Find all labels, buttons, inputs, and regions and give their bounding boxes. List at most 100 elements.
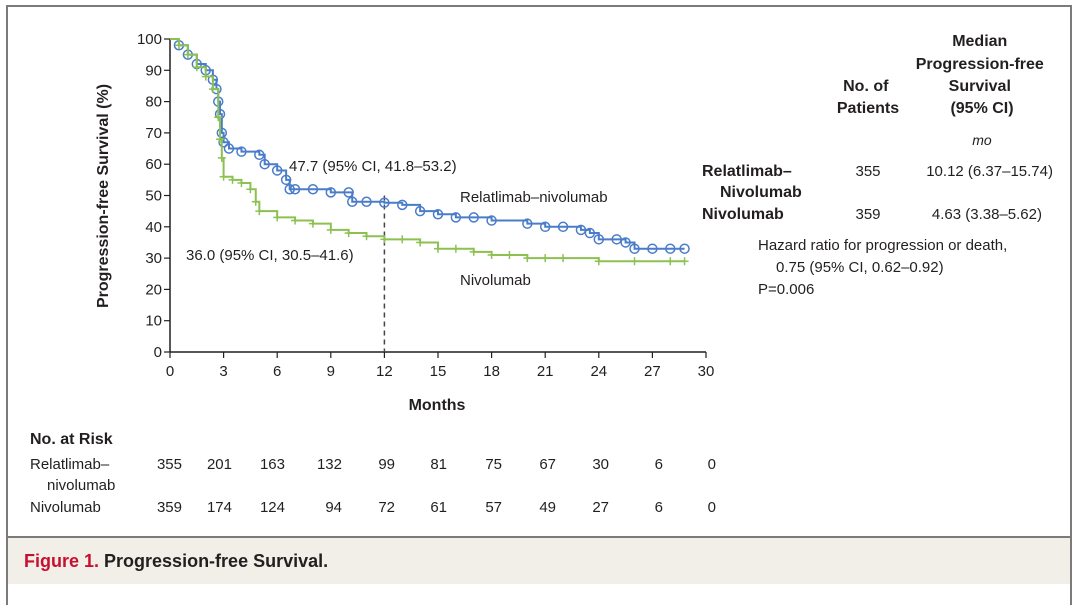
row-median-nivolumab: 4.63 (3.38–5.62) — [932, 206, 1042, 223]
y-tick-label: 50 — [145, 188, 162, 205]
censor-marker-circle — [584, 227, 596, 239]
risk-value: 49 — [539, 499, 556, 516]
censor-marker-circle — [557, 221, 569, 233]
censor-marker-plus — [362, 232, 371, 241]
y-tick-label: 0 — [154, 344, 162, 361]
censor-marker-plus — [251, 197, 260, 206]
censor-marker-plus — [237, 178, 246, 187]
row-patients-relatlimab: 355 — [855, 163, 880, 180]
censor-marker-circle — [522, 218, 533, 229]
censor-marker-plus — [523, 254, 532, 263]
censor-marker-circle — [575, 224, 587, 236]
censor-marker-circle — [346, 196, 358, 208]
censor-marker-plus — [255, 207, 264, 216]
censor-marker-plus — [505, 250, 514, 259]
x-tick-label: 3 — [219, 363, 227, 380]
x-tick-label: 18 — [483, 363, 500, 380]
censor-marker-circle — [432, 209, 444, 220]
y-tick-label: 90 — [145, 62, 162, 79]
risk-table: No. at Risk Relatlimab– nivolumab Nivolu… — [30, 431, 716, 516]
y-tick-label: 70 — [145, 125, 162, 142]
censor-marker-plus — [216, 135, 225, 144]
x-tick-label: 27 — [644, 363, 661, 380]
risk-value: 67 — [539, 456, 556, 473]
censor-marker-plus — [246, 185, 255, 194]
figure-frame — [6, 5, 1072, 605]
row-name-relatlimab: Relatlimab– Nivolumab — [702, 163, 802, 201]
censor-marker-circle — [259, 158, 270, 170]
risk-value: 124 — [260, 499, 285, 516]
risk-value: 57 — [485, 499, 502, 516]
censor-marker-circle — [450, 212, 462, 223]
x-tick-label: 24 — [590, 363, 607, 380]
y-tick-label: 40 — [145, 219, 162, 236]
censor-marker-plus — [183, 50, 192, 59]
risk-value: 99 — [378, 456, 395, 473]
risk-table-title: No. at Risk — [30, 431, 113, 448]
censor-marker-circle — [486, 215, 497, 226]
censor-marker-plus — [308, 219, 317, 228]
x-tick-label: 9 — [327, 363, 335, 380]
y-tick-label: 20 — [145, 281, 162, 298]
y-tick-label: 30 — [145, 250, 162, 267]
censor-marker-plus — [174, 41, 183, 50]
ci-label-nivolumab: 36.0 (95% CI, 30.5–41.6) — [186, 247, 354, 264]
censor-marker-circle — [629, 243, 640, 254]
x-tick-label: 15 — [430, 363, 447, 380]
censor-marker-circle — [361, 196, 372, 208]
censor-marker-circle — [397, 199, 408, 211]
figure-caption: Figure 1. Progression-free Survival. — [24, 551, 328, 572]
series-line-nivolumab — [170, 38, 685, 263]
censor-marker-circle — [280, 174, 292, 186]
risk-value: 355 — [157, 456, 182, 473]
x-axis-label: Months — [409, 397, 466, 414]
censor-marker-circle — [611, 234, 622, 245]
risk-value: 94 — [325, 499, 342, 516]
censor-marker-circle — [679, 243, 690, 254]
censor-marker-plus — [291, 216, 300, 225]
censor-marker-plus — [541, 254, 550, 263]
censor-marker-circle — [284, 183, 295, 195]
censor-marker-circle — [665, 243, 676, 254]
x-tick-label: 12 — [376, 363, 393, 380]
censor-marker-circle — [647, 243, 658, 254]
risk-value: 72 — [378, 499, 395, 516]
x-tick-label: 0 — [166, 363, 174, 380]
series-line-relatlimab-nivolumab — [170, 38, 685, 250]
censor-marker-circle — [414, 205, 426, 217]
censor-marker-circle — [289, 183, 301, 195]
col-header-patients: No. of Patients — [837, 78, 899, 117]
censor-marker-circle — [223, 143, 235, 154]
risk-value: 201 — [207, 456, 232, 473]
censor-marker-plus — [217, 153, 226, 162]
ci-label-relatlimab: 47.7 (95% CI, 41.8–53.2) — [289, 158, 457, 175]
censor-marker-circle — [539, 221, 551, 233]
censor-marker-circle — [307, 183, 319, 195]
series-label-relatlimab: Relatlimab–nivolumab — [460, 189, 608, 206]
risk-value: 132 — [317, 456, 342, 473]
censor-marker-circle — [218, 137, 229, 148]
censor-marker-plus — [326, 225, 335, 234]
censor-marker-plus — [451, 244, 460, 253]
figure-title: Progression-free Survival. — [104, 551, 329, 571]
risk-value: 30 — [592, 456, 609, 473]
axes: 0 10 20 30 40 50 60 70 80 90 100 0 3 6 9 12 15 18 21 24 27 30 — [137, 31, 714, 380]
risk-value: 6 — [655, 456, 663, 473]
plot-area — [170, 38, 690, 352]
summary-table: Median Progression-free Survival (95% CI… — [702, 33, 1053, 298]
censor-marker-circle — [254, 149, 265, 161]
x-tick-label: 6 — [273, 363, 281, 380]
risk-value: 81 — [430, 456, 447, 473]
figure-number: Figure 1. — [24, 551, 100, 571]
censor-marker-circle — [620, 237, 631, 248]
censor-marker-plus — [666, 257, 675, 266]
censor-marker-plus — [380, 235, 389, 244]
x-tick-label: 30 — [698, 363, 715, 380]
censor-marker-plus — [208, 85, 217, 94]
censor-marker-plus — [228, 175, 237, 184]
censor-marker-plus — [398, 235, 407, 244]
risk-value: 6 — [655, 499, 663, 516]
censor-marker-plus — [594, 257, 603, 266]
risk-value: 163 — [260, 456, 285, 473]
